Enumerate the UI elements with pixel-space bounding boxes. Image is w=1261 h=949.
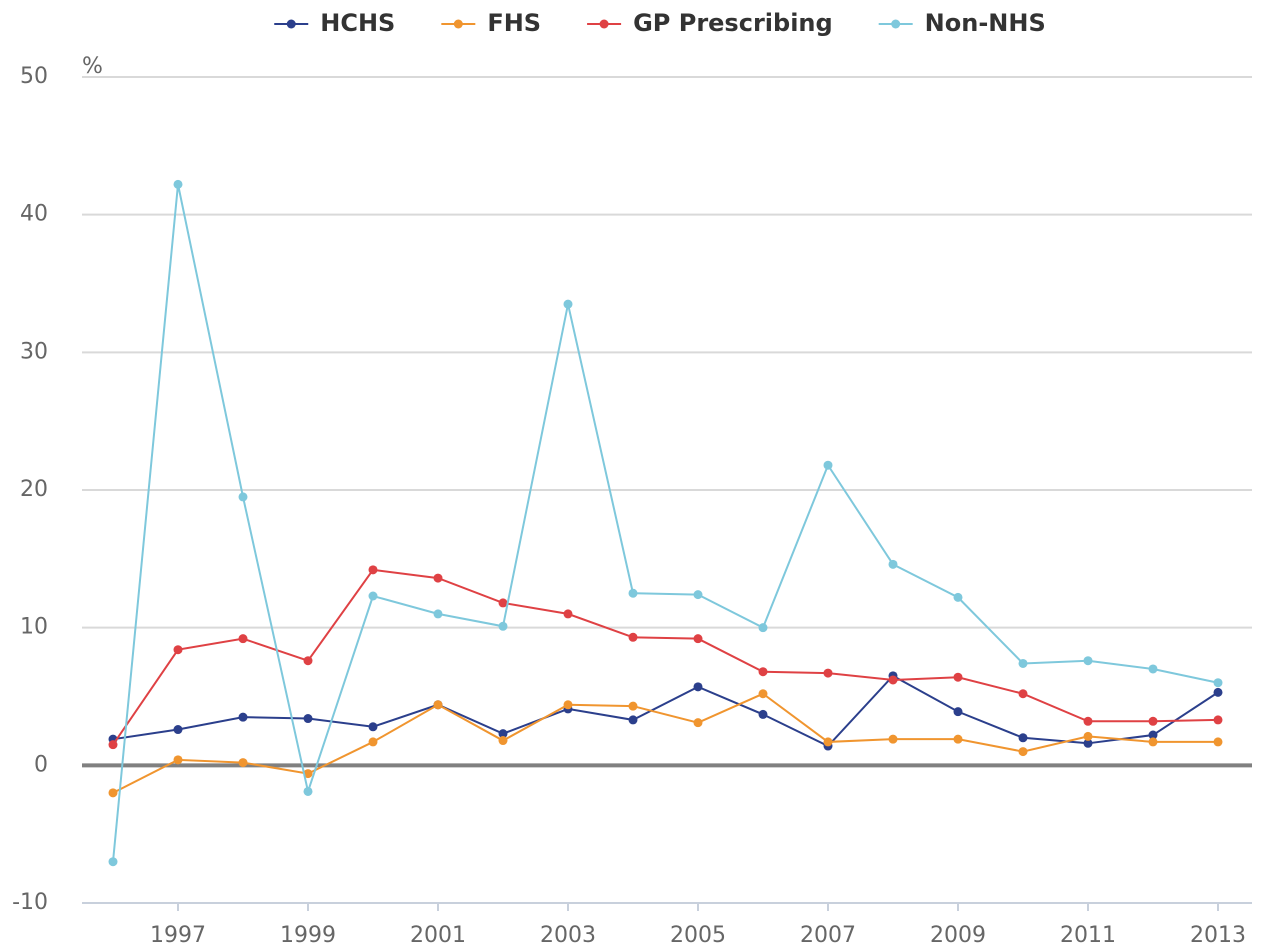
data-point [303, 769, 313, 779]
legend-label: Non-NHS [925, 9, 1046, 37]
x-tick-label: 2003 [540, 923, 596, 948]
data-point [433, 609, 443, 619]
legend-marker [599, 19, 609, 29]
legend-marker [453, 19, 463, 29]
data-point [953, 734, 963, 744]
data-point [498, 598, 508, 608]
y-tick-label: 50 [20, 64, 48, 89]
y-tick-label: 20 [20, 477, 48, 502]
x-tick-label: 2007 [800, 923, 856, 948]
data-point [433, 700, 443, 710]
data-point [1018, 733, 1028, 743]
data-point [1018, 689, 1028, 699]
data-point [1213, 678, 1223, 688]
legend: HCHS FHS GP Prescribing Non-NHS [274, 9, 1046, 37]
data-point [628, 632, 638, 642]
data-point [173, 755, 183, 765]
series-line [112, 674, 1219, 748]
data-point [238, 712, 248, 722]
data-point [368, 737, 378, 747]
data-point [563, 609, 573, 619]
x-tick-label: 2009 [930, 923, 986, 948]
series-line [112, 184, 1219, 862]
data-point [303, 786, 313, 796]
data-point [1213, 715, 1223, 725]
data-point [628, 715, 638, 725]
x-tick-label: 2011 [1060, 923, 1116, 948]
data-point [238, 492, 248, 502]
data-point [693, 634, 703, 644]
data-point [758, 667, 768, 677]
data-point [368, 591, 378, 601]
data-point [1213, 687, 1223, 697]
data-point [238, 634, 248, 644]
data-point [1148, 716, 1158, 726]
data-point [563, 700, 573, 710]
data-point [108, 857, 118, 867]
data-point [823, 668, 833, 678]
data-point [498, 621, 508, 631]
data-point [953, 707, 963, 717]
data-point [1083, 656, 1093, 666]
data-point [1148, 664, 1158, 674]
data-point [1083, 731, 1093, 741]
y-axis-label: % [82, 54, 103, 79]
data-point [1018, 658, 1028, 668]
data-point [1018, 747, 1028, 757]
y-tick-label: -10 [12, 890, 48, 915]
data-point [368, 722, 378, 732]
data-point [758, 709, 768, 719]
data-point [303, 714, 313, 724]
data-point [823, 737, 833, 747]
data-point [173, 179, 183, 189]
data-point [1083, 716, 1093, 726]
data-point [303, 656, 313, 666]
data-point [108, 788, 118, 798]
data-point [1148, 737, 1158, 747]
data-point [1083, 738, 1093, 748]
data-point [498, 729, 508, 739]
x-tick-label: 2005 [670, 923, 726, 948]
data-point [758, 623, 768, 633]
data-point [693, 682, 703, 692]
legend-marker [891, 19, 901, 29]
data-point [888, 734, 898, 744]
legend-label: GP Prescribing [633, 9, 833, 37]
data-point [1213, 737, 1223, 747]
data-point [953, 672, 963, 682]
data-point [953, 592, 963, 602]
x-tick-label: 1999 [280, 923, 336, 948]
data-point [433, 573, 443, 583]
data-point [693, 590, 703, 600]
y-tick-label: 0 [34, 752, 48, 777]
data-point [823, 460, 833, 470]
data-point [628, 588, 638, 598]
data-point [693, 718, 703, 728]
data-point [888, 559, 898, 569]
data-point [368, 565, 378, 575]
legend-marker [286, 19, 296, 29]
y-tick-label: 10 [20, 615, 48, 640]
data-point [1148, 730, 1158, 740]
legend-label: HCHS [320, 9, 395, 37]
data-point [498, 736, 508, 746]
series-line [112, 568, 1219, 746]
legend-label: FHS [487, 9, 541, 37]
y-tick-label: 40 [20, 202, 48, 227]
data-point [888, 675, 898, 685]
data-point [173, 645, 183, 655]
x-tick-label: 1997 [150, 923, 206, 948]
data-point [238, 758, 248, 768]
x-tick-label: 2013 [1190, 923, 1246, 948]
series-line [112, 692, 1218, 794]
data-point [108, 740, 118, 750]
data-point [173, 725, 183, 735]
x-tick-label: 2001 [410, 923, 466, 948]
data-point [563, 299, 573, 309]
y-tick-label: 30 [20, 339, 48, 364]
data-point [628, 701, 638, 711]
data-point [758, 689, 768, 699]
